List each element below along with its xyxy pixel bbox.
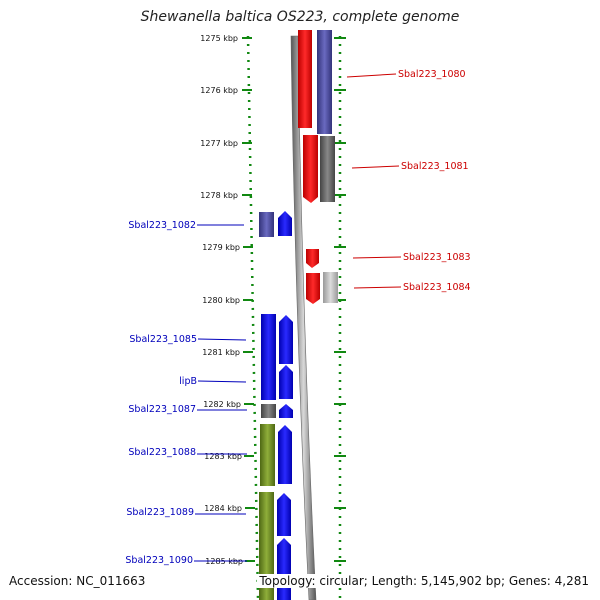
left-guide-line (246, 35, 260, 600)
gene-block (279, 365, 293, 399)
right-cog-lane (317, 30, 338, 303)
gene-block (260, 424, 275, 486)
tick-label: 1277 kbp (200, 139, 238, 148)
gene-label: Sbal223_1085 (129, 334, 197, 345)
left-cog-lane (259, 212, 276, 600)
gene-block (261, 314, 276, 400)
tick-label: 1279 kbp (202, 243, 240, 252)
forward-strand-cds (277, 211, 293, 600)
gene-block (277, 538, 291, 600)
gene-block (259, 492, 274, 600)
gene-label: Sbal223_1082 (128, 220, 196, 231)
ticks-left (242, 37, 255, 562)
ticks-right (334, 37, 346, 562)
gene-block (317, 30, 332, 134)
reverse-strand-cds (298, 30, 320, 304)
gene-block (259, 212, 274, 237)
gene-block (278, 425, 292, 484)
tick-label: 1283 kbp (204, 452, 242, 461)
gene-block (279, 315, 293, 364)
gene-label: Sbal223_1090 (125, 555, 193, 566)
tick-labels: 1275 kbp 1276 kbp 1277 kbp 1278 kbp 1279… (200, 34, 243, 566)
gene-label: lipB (179, 376, 197, 387)
gene-block (279, 404, 293, 418)
gene-label: Sbal223_1088 (128, 447, 196, 458)
genome-summary-text: Topology: circular; Length: 5,145,902 bp… (257, 574, 591, 588)
right-gene-labels: Sbal223_1080 Sbal223_1081 Sbal223_1083 S… (346, 69, 471, 293)
gene-block (261, 404, 276, 418)
gene-label: Sbal223_1081 (401, 161, 469, 172)
gene-block (298, 30, 312, 128)
gene-block (278, 211, 292, 236)
gene-label: Sbal223_1089 (126, 507, 194, 518)
map-title: Shewanella baltica OS223, complete genom… (140, 9, 460, 25)
tick-label: 1282 kbp (203, 400, 241, 409)
gene-block (277, 493, 291, 536)
tick-label: 1284 kbp (204, 504, 242, 513)
tick-label: 1280 kbp (202, 296, 240, 305)
gene-block (306, 249, 319, 268)
gene-block (303, 135, 318, 203)
gene-block (306, 273, 320, 304)
tick-label: 1276 kbp (200, 86, 238, 95)
gene-block (323, 272, 338, 303)
accession-text: Accession: NC_011663 (9, 574, 146, 588)
gene-block (320, 136, 335, 202)
left-gene-labels: Sbal223_1082 Sbal223_1085 lipB Sbal223_1… (125, 220, 247, 566)
gene-label: Sbal223_1087 (128, 404, 196, 415)
gene-label: Sbal223_1080 (398, 69, 466, 80)
gene-label: Sbal223_1083 (403, 252, 471, 263)
genome-backbone (290, 35, 317, 600)
gene-label: Sbal223_1084 (403, 282, 471, 293)
tick-label: 1278 kbp (200, 191, 238, 200)
tick-label: 1275 kbp (200, 34, 238, 43)
tick-label: 1281 kbp (202, 348, 240, 357)
